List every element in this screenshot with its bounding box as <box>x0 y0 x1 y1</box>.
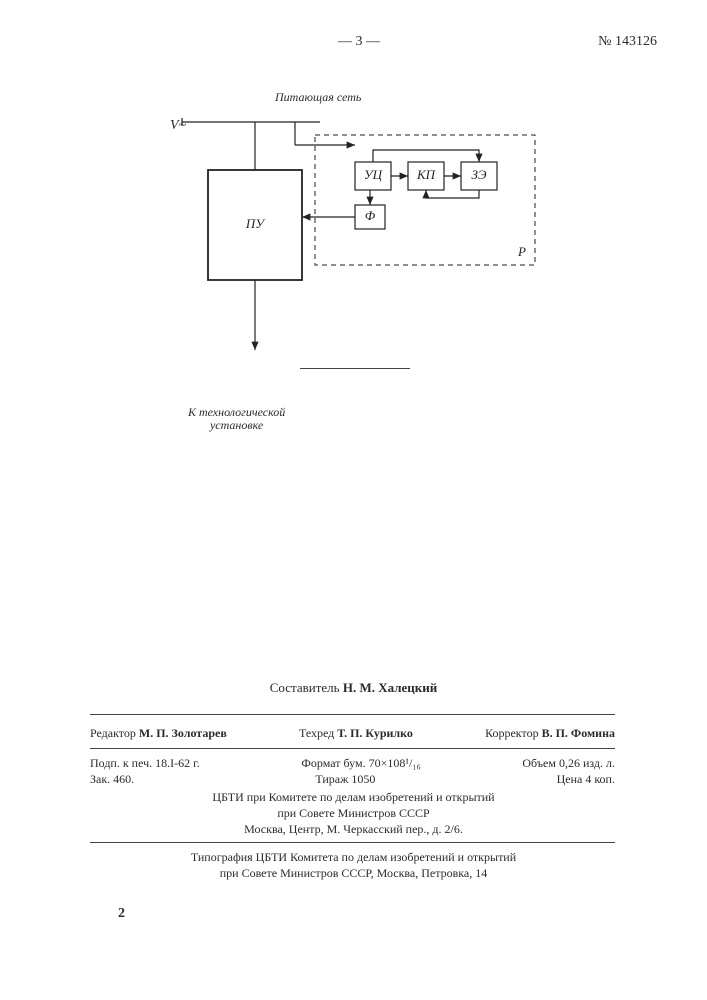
org-line-1: ЦБТИ при Комитете по делам изобретений и… <box>0 790 707 805</box>
pub-row-1: Подп. к печ. 18.I-62 г. Формат бум. 70×1… <box>90 756 615 771</box>
output-line2: установке <box>210 418 263 432</box>
editor: Редактор М. П. Золотарев <box>90 726 227 741</box>
volume: Объем 0,26 изд. л. <box>522 756 615 771</box>
block-f: Ф <box>365 208 376 223</box>
corrector: Корректор В. П. Фомина <box>485 726 615 741</box>
org-line-3: Москва, Центр, М. Черкасский пер., д. 2/… <box>0 822 707 837</box>
separator-line <box>300 368 410 369</box>
paper-format: Формат бум. 70×108¹/₁₆ <box>301 756 420 771</box>
rule-2 <box>90 748 615 749</box>
block-ze: ЗЭ <box>472 167 487 182</box>
rule-3 <box>90 842 615 843</box>
order-num: Зак. 460. <box>90 772 134 787</box>
block-p: Р <box>517 244 526 259</box>
block-pu: ПУ <box>245 216 266 231</box>
credits-row: Редактор М. П. Золотарев Техред Т. П. Ку… <box>90 726 615 741</box>
block-kp: КП <box>416 167 437 182</box>
composer-line: Составитель Н. М. Халецкий <box>0 680 707 696</box>
org-line-2: при Совете Министров СССР <box>0 806 707 821</box>
block-uc: УЦ <box>364 167 383 182</box>
sheet-mark: 2 <box>118 906 125 922</box>
signed-date: Подп. к печ. 18.I-62 г. <box>90 756 200 771</box>
page: — 3 — № 143126 Питающая сеть V~ ПУ <box>0 0 707 1000</box>
printer-line-2: при Совете Министров СССР, Москва, Петро… <box>0 866 707 881</box>
v-symbol: V~ <box>170 118 186 134</box>
block-diagram: Питающая сеть V~ ПУ Р <box>160 90 540 370</box>
diagram-svg: ПУ Р УЦ КП ЗЭ Ф <box>160 90 540 370</box>
input-label: Питающая сеть <box>275 90 361 105</box>
composer-label: Составитель <box>270 680 340 695</box>
output-label: К технологической установке <box>188 406 285 432</box>
techred: Техред Т. П. Курилко <box>299 726 413 741</box>
document-number: № 143126 <box>598 34 657 50</box>
rule-1 <box>90 714 615 715</box>
pub-row-2: Зак. 460. Тираж 1050 Цена 4 коп. <box>90 772 615 787</box>
composer-name: Н. М. Халецкий <box>343 680 437 695</box>
price: Цена 4 коп. <box>557 772 615 787</box>
page-number: — 3 — <box>338 34 380 50</box>
tirage: Тираж 1050 <box>315 772 375 787</box>
printer-line-1: Типография ЦБТИ Комитета по делам изобре… <box>0 850 707 865</box>
output-line1: К технологической <box>188 405 285 419</box>
